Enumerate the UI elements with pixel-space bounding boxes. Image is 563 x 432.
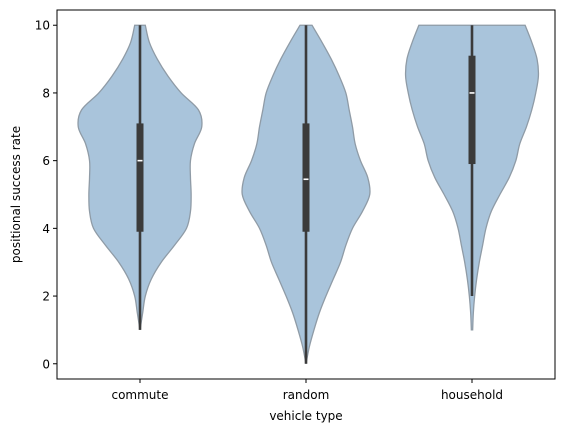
y-axis-ticks: 0 2 4 6 8 10 — [35, 19, 57, 371]
iqr-box — [136, 123, 144, 232]
y-axis-label: positional success rate — [9, 126, 23, 263]
x-tick-label-random: random — [283, 388, 330, 402]
violin-layer — [77, 24, 540, 364]
violin-household — [404, 24, 540, 331]
y-tick-label: 10 — [35, 19, 50, 33]
y-tick-label: 2 — [42, 290, 50, 304]
x-tick-label-household: household — [441, 388, 503, 402]
x-axis-ticks: commute random household — [111, 379, 503, 402]
violin-commute — [77, 24, 203, 331]
y-tick-label: 8 — [42, 86, 50, 100]
iqr-box — [302, 123, 310, 232]
iqr-box — [468, 55, 476, 165]
y-tick-label: 0 — [42, 357, 50, 371]
x-axis-label: vehicle type — [269, 409, 342, 423]
y-tick-label: 4 — [42, 222, 50, 236]
violin-random — [241, 24, 371, 364]
y-tick-label: 6 — [42, 154, 50, 168]
x-tick-label-commute: commute — [111, 388, 168, 402]
